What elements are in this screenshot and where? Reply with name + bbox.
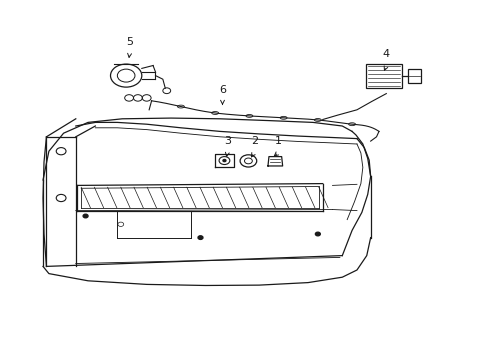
Text: 5: 5 — [126, 37, 133, 47]
Circle shape — [83, 214, 88, 218]
Circle shape — [315, 232, 320, 236]
Text: 3: 3 — [224, 136, 230, 146]
Text: 4: 4 — [382, 49, 389, 59]
Text: 2: 2 — [250, 136, 257, 146]
Bar — [365, 64, 402, 88]
Text: 1: 1 — [275, 136, 282, 146]
Circle shape — [198, 236, 203, 239]
Bar — [407, 69, 420, 83]
Text: 6: 6 — [219, 85, 225, 95]
Circle shape — [223, 159, 225, 162]
